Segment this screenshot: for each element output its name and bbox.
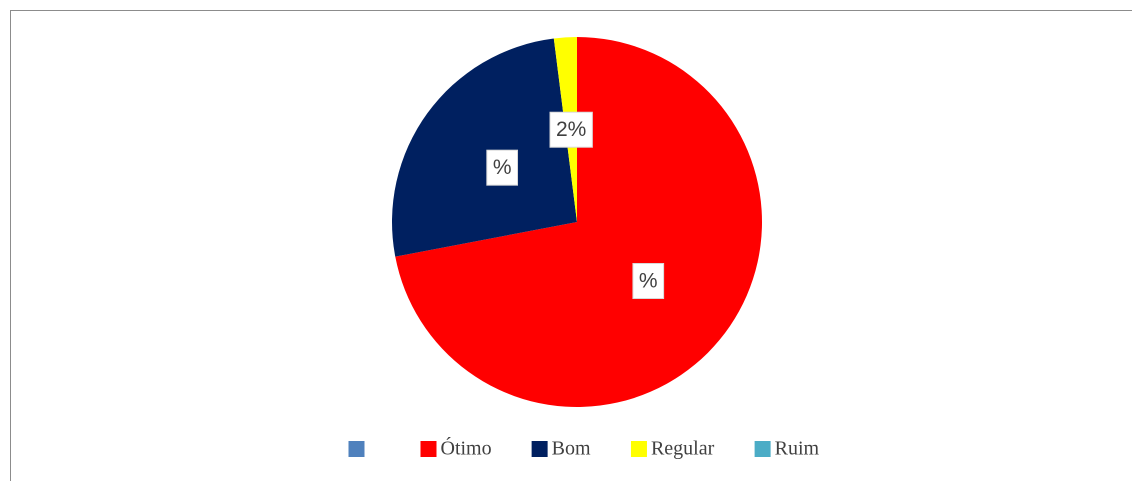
legend-swatch — [420, 441, 437, 457]
legend-item: Ótimo — [420, 436, 492, 460]
pie — [391, 37, 762, 407]
legend-label: Ruim — [775, 438, 820, 460]
legend-label: Bom — [552, 438, 591, 460]
data-label: % — [493, 156, 512, 179]
pie-slice — [395, 37, 762, 407]
data-label: 2% — [556, 118, 586, 141]
data-label-box — [486, 149, 519, 186]
legend-item: Regular — [630, 438, 715, 460]
legend-label: Ótimo — [440, 436, 491, 460]
legend-item: Ruim — [754, 438, 820, 460]
legend-swatch — [531, 441, 548, 457]
data-labels: %% 2% — [486, 111, 665, 300]
legend-item — [348, 441, 365, 457]
data-label-box — [632, 263, 665, 300]
data-label: % — [639, 270, 658, 293]
data-label-box — [549, 111, 593, 148]
legend: Ótimo Bom Regular Ruim — [348, 436, 820, 460]
legend-swatch — [754, 441, 771, 457]
legend-item: Bom — [531, 438, 591, 460]
legend-swatch — [348, 441, 365, 457]
legend-label: Regular — [651, 438, 715, 460]
legend-swatch — [630, 441, 647, 457]
pie-slice — [391, 38, 577, 257]
